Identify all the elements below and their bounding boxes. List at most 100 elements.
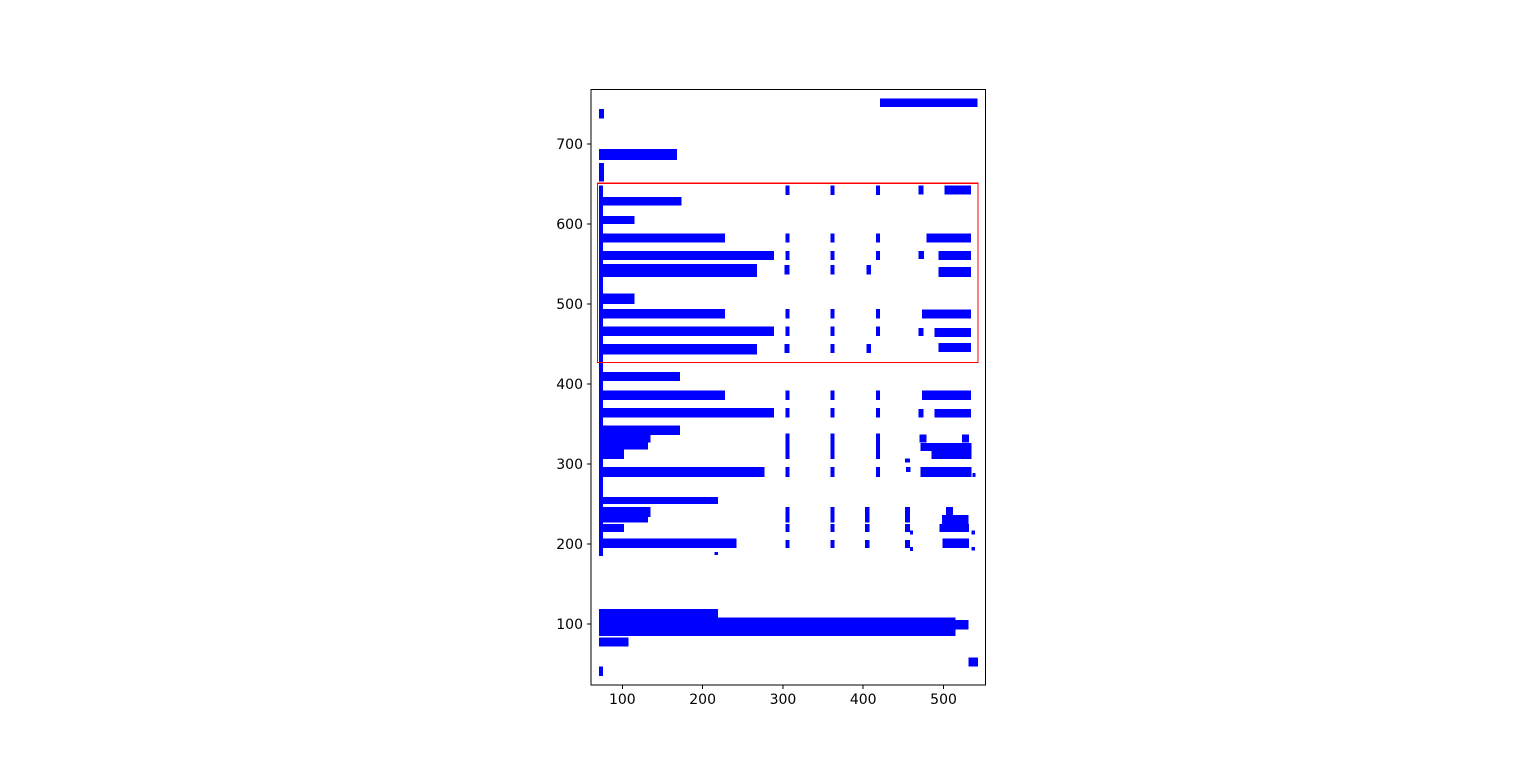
bar-rect: [866, 264, 872, 275]
bar-rect: [785, 507, 790, 523]
bar-rect: [599, 163, 604, 182]
bar-rect: [717, 617, 956, 636]
bar-rect: [962, 434, 970, 443]
bar-rect: [785, 251, 790, 260]
bar-rect: [599, 308, 726, 319]
bar-rect: [784, 344, 790, 353]
bar-rect: [599, 251, 775, 260]
bar-rect: [905, 540, 910, 548]
bar-rect: [876, 390, 881, 400]
bar-rect: [934, 408, 971, 418]
bar-rect: [599, 467, 765, 477]
bar-rect: [905, 467, 911, 472]
bar-rect: [971, 547, 975, 551]
bar-rect: [938, 267, 971, 277]
bar-rect: [785, 326, 790, 336]
bar-rect: [599, 372, 681, 381]
bar-rect: [599, 442, 648, 450]
bar-rect: [599, 496, 718, 504]
bar-rect: [599, 524, 624, 532]
bar-rect: [955, 620, 969, 630]
bar-rect: [599, 326, 775, 336]
highlight-box: [596, 182, 979, 363]
bar-rect: [876, 326, 881, 336]
bar-rect: [876, 467, 881, 477]
bar-rect: [599, 233, 726, 243]
bar-rect: [876, 251, 881, 260]
bar-rect: [938, 343, 971, 352]
bar-rect: [926, 233, 971, 243]
bar-rect: [785, 185, 790, 196]
bar-rect: [714, 552, 718, 556]
bar-rect: [785, 233, 790, 243]
bar-rect: [599, 425, 681, 436]
bar-rect: [599, 507, 651, 517]
bar-rect: [830, 264, 835, 275]
bar-rect: [830, 467, 835, 477]
y-tick-label: 600: [556, 217, 583, 233]
bar-rect: [599, 216, 635, 224]
bar-rect: [938, 251, 971, 260]
bar-rect: [599, 609, 718, 636]
bar-rect: [785, 540, 790, 548]
bar-rect: [946, 507, 954, 516]
bar-rect: [830, 308, 835, 319]
bar-rect: [599, 408, 775, 418]
bar-rect: [934, 328, 971, 337]
bar-rect: [785, 408, 790, 418]
bar-rect: [599, 148, 677, 160]
x-tick-label: 100: [609, 692, 636, 708]
bar-rect: [599, 264, 758, 277]
bar-rect: [785, 524, 790, 532]
y-tick-label: 200: [556, 537, 583, 553]
bar-rect: [830, 233, 835, 243]
bar-rect: [942, 538, 970, 548]
bar-rect: [918, 185, 924, 195]
bar-rect: [785, 433, 790, 460]
bar-rect: [944, 185, 971, 195]
bar-rect: [830, 408, 835, 418]
bar-rect: [599, 108, 604, 119]
bar-rect: [830, 507, 835, 523]
bar-rect: [599, 449, 624, 460]
x-tick-label: 200: [689, 692, 716, 708]
bar-rect: [905, 458, 910, 463]
bar-rect: [876, 408, 881, 418]
bar-rect: [830, 185, 835, 196]
bar-rect: [920, 443, 972, 452]
bar-rect: [918, 328, 924, 336]
bar-rect: [876, 185, 881, 196]
y-tick-label: 300: [556, 457, 583, 473]
bar-rect: [918, 408, 924, 418]
bar-rect: [876, 433, 881, 460]
bar-rect: [880, 98, 978, 108]
bar-rect: [864, 524, 870, 532]
bar-rect: [785, 308, 790, 319]
bar-rect: [830, 344, 835, 353]
y-tick-label: 400: [556, 377, 583, 393]
bar-rect: [971, 530, 975, 535]
y-tick-label: 700: [556, 137, 583, 153]
bar-rect: [830, 390, 835, 400]
bar-rect: [931, 451, 972, 460]
bar-rect: [599, 516, 648, 523]
plot-border: [590, 88, 986, 686]
bar-rect: [599, 538, 737, 548]
y-tick-label: 100: [556, 617, 583, 633]
bar-rect: [918, 251, 925, 260]
bar-rect: [599, 666, 603, 676]
bar-rect: [599, 185, 603, 556]
bar-rect: [909, 547, 913, 552]
bar-rect: [876, 308, 881, 319]
x-tick-label: 400: [850, 692, 877, 708]
bar-rect: [830, 251, 835, 260]
bar-rect: [830, 433, 835, 460]
bar-rect: [599, 196, 682, 206]
bar-rect: [941, 515, 969, 524]
bar-rect: [785, 390, 790, 400]
bar-rect: [830, 326, 835, 336]
bar-rect: [830, 524, 835, 532]
x-tick-label: 300: [770, 692, 797, 708]
